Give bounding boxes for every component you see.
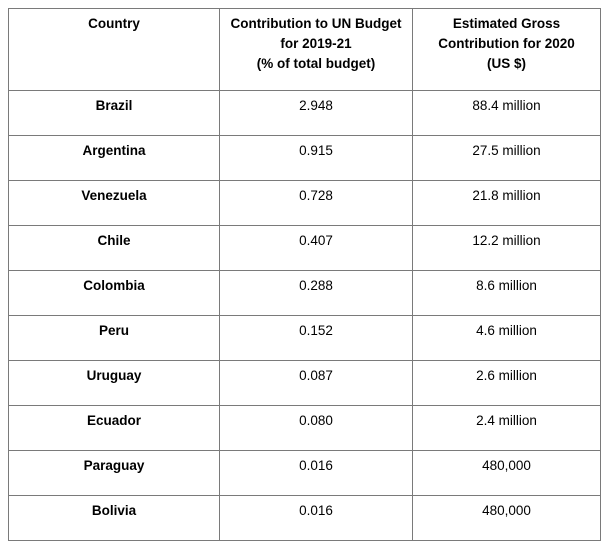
table-row: Chile 0.407 12.2 million (8, 225, 601, 271)
header-estimated-gross: Estimated Gross Contribution for 2020 (U… (412, 8, 601, 91)
amount-cell: 480,000 (412, 495, 601, 541)
header-line: Contribution to UN Budget (230, 16, 402, 31)
header-country: Country (8, 8, 220, 91)
country-cell: Ecuador (8, 405, 220, 451)
table-body: Brazil 2.948 88.4 million Argentina 0.91… (8, 90, 601, 541)
country-cell: Chile (8, 225, 220, 271)
table-row: Venezuela 0.728 21.8 million (8, 180, 601, 226)
amount-cell: 88.4 million (412, 90, 601, 136)
percent-cell: 0.915 (219, 135, 413, 181)
table-row: Bolivia 0.016 480,000 (8, 495, 601, 541)
un-budget-contribution-table: Country Contribution to UN Budget for 20… (8, 8, 601, 541)
percent-cell: 0.016 (219, 450, 413, 496)
percent-cell: 2.948 (219, 90, 413, 136)
country-cell: Argentina (8, 135, 220, 181)
amount-cell: 2.4 million (412, 405, 601, 451)
amount-cell: 8.6 million (412, 270, 601, 316)
percent-cell: 0.087 (219, 360, 413, 406)
percent-cell: 0.728 (219, 180, 413, 226)
table-row: Paraguay 0.016 480,000 (8, 450, 601, 496)
country-cell: Bolivia (8, 495, 220, 541)
percent-cell: 0.016 (219, 495, 413, 541)
amount-cell: 21.8 million (412, 180, 601, 226)
percent-cell: 0.288 (219, 270, 413, 316)
header-line: (US $) (486, 56, 526, 71)
header-line: Contribution for 2020 (438, 36, 575, 51)
header-contribution-percent: Contribution to UN Budget for 2019-21 (%… (219, 8, 413, 91)
country-cell: Paraguay (8, 450, 220, 496)
amount-cell: 12.2 million (412, 225, 601, 271)
country-cell: Uruguay (8, 360, 220, 406)
table-row: Colombia 0.288 8.6 million (8, 270, 601, 316)
country-cell: Brazil (8, 90, 220, 136)
amount-cell: 27.5 million (412, 135, 601, 181)
table-row: Uruguay 0.087 2.6 million (8, 360, 601, 406)
header-line: Country (88, 16, 140, 31)
table-row: Peru 0.152 4.6 million (8, 315, 601, 361)
header-line: for 2019-21 (280, 36, 352, 51)
header-row: Country Contribution to UN Budget for 20… (8, 8, 601, 91)
country-cell: Venezuela (8, 180, 220, 226)
country-cell: Colombia (8, 270, 220, 316)
percent-cell: 0.152 (219, 315, 413, 361)
amount-cell: 480,000 (412, 450, 601, 496)
table-row: Brazil 2.948 88.4 million (8, 90, 601, 136)
header-line: Estimated Gross (452, 16, 561, 31)
header-line: (% of total budget) (256, 56, 376, 71)
table-row: Argentina 0.915 27.5 million (8, 135, 601, 181)
amount-cell: 4.6 million (412, 315, 601, 361)
percent-cell: 0.080 (219, 405, 413, 451)
percent-cell: 0.407 (219, 225, 413, 271)
amount-cell: 2.6 million (412, 360, 601, 406)
table-row: Ecuador 0.080 2.4 million (8, 405, 601, 451)
table-header: Country Contribution to UN Budget for 20… (8, 8, 601, 91)
country-cell: Peru (8, 315, 220, 361)
